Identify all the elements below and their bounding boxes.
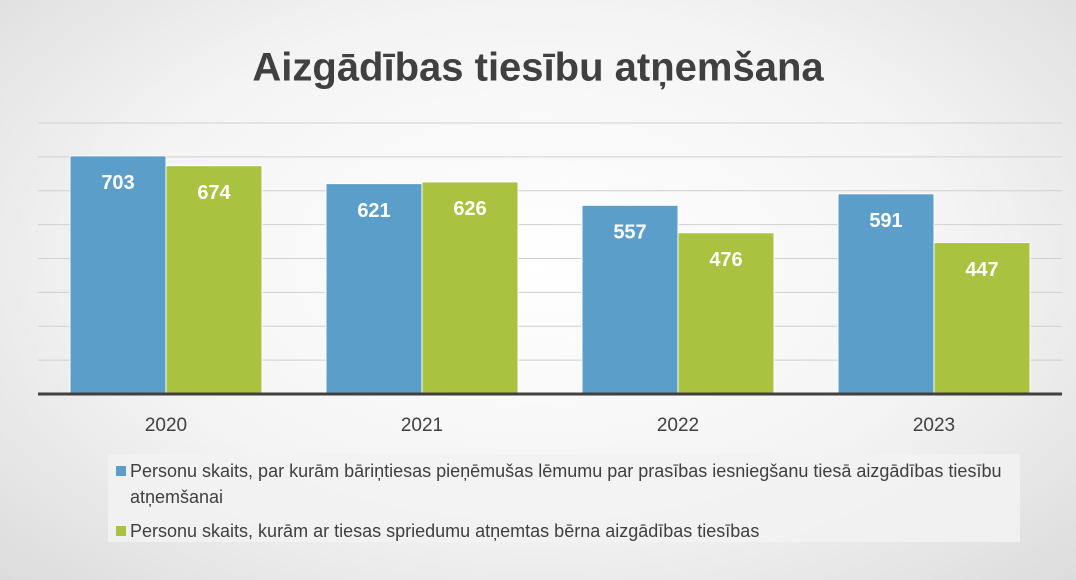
bar xyxy=(325,183,423,395)
legend-swatch xyxy=(116,526,126,536)
chart-title: Aizgādības tiesību atņemšana xyxy=(252,46,824,90)
legend-label: Personu skaits, par kurām bāriņtiesas pi… xyxy=(130,461,1002,507)
data-label: 447 xyxy=(965,259,998,281)
bar xyxy=(837,193,935,395)
x-tick-label: 2021 xyxy=(401,415,443,436)
x-tick-label: 2020 xyxy=(145,415,187,436)
legend-entry: Personu skaits, par kurām bāriņtiesas pi… xyxy=(116,458,1012,510)
bar xyxy=(421,181,519,395)
legend-entry: Personu skaits, kurām ar tiesas spriedum… xyxy=(116,518,1012,544)
bar xyxy=(677,232,775,395)
x-tick-label: 2022 xyxy=(657,415,699,436)
data-label: 591 xyxy=(869,210,902,232)
bar xyxy=(69,155,167,395)
data-label: 476 xyxy=(709,249,742,271)
x-tick-label: 2023 xyxy=(913,415,955,436)
data-label: 703 xyxy=(101,172,134,194)
bar xyxy=(933,242,1031,395)
data-label: 674 xyxy=(197,182,231,204)
data-label: 626 xyxy=(453,198,486,220)
bar xyxy=(165,165,263,395)
legend: Personu skaits, par kurām bāriņtiesas pi… xyxy=(108,454,1020,542)
data-label: 557 xyxy=(613,222,646,244)
bar xyxy=(581,204,679,395)
data-label: 621 xyxy=(357,200,390,222)
legend-swatch xyxy=(116,466,126,476)
legend-label: Personu skaits, kurām ar tiesas spriedum… xyxy=(130,521,760,541)
